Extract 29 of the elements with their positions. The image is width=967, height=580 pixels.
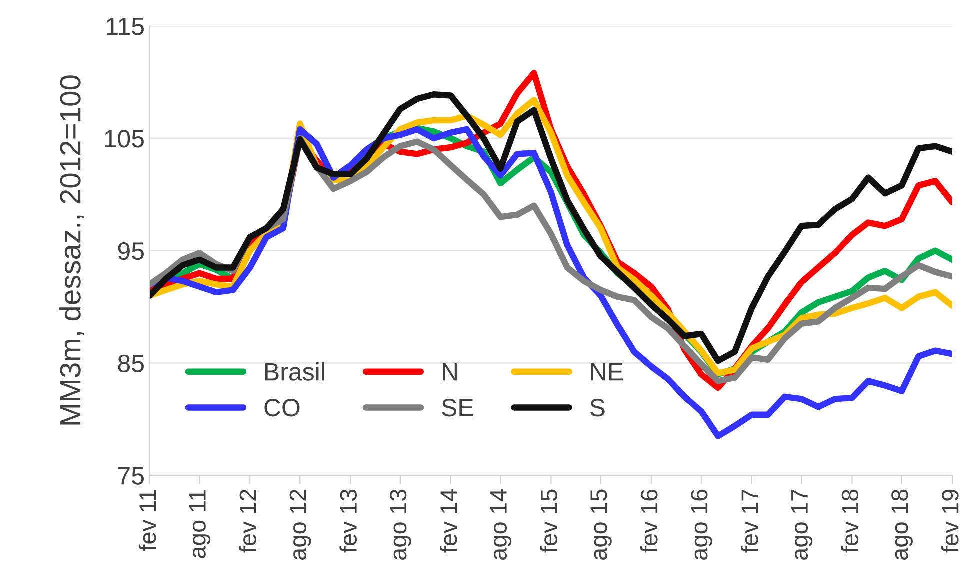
legend-label: S	[590, 398, 605, 417]
y-tick-label: 115	[107, 18, 144, 36]
y-axis-title: MM3m, dessaz., 2012=100	[59, 76, 84, 425]
x-tick-label: ago 17	[792, 490, 813, 560]
x-tick-label: fev 17	[741, 490, 758, 553]
x-tick-label: ago 12	[290, 490, 312, 560]
x-tick-label: ago 13	[390, 490, 412, 560]
legend-label: NE	[591, 363, 623, 381]
x-tick-label: ago 14	[490, 489, 512, 560]
x-tick-label: fev 19	[942, 490, 959, 553]
y-tick-label: 95	[118, 242, 144, 260]
y-tick-label: 105	[105, 130, 144, 148]
legend-label: Brasil	[265, 362, 324, 381]
x-tick-label: fev 18	[841, 490, 859, 553]
x-tick-label: ago 18	[892, 490, 913, 560]
y-tick-label: 75	[118, 467, 144, 485]
legend-label: CO	[264, 398, 300, 417]
x-tick-label: fev 14	[440, 489, 458, 553]
x-tick-label: fev 11	[138, 490, 156, 552]
x-tick-label: ago 15	[590, 490, 612, 560]
legend-label: SE	[442, 398, 474, 417]
x-tick-label: ago 11	[189, 490, 211, 558]
legend-label: N	[443, 363, 457, 381]
y-tick-label: 85	[118, 354, 144, 373]
x-tick-label: fev 16	[640, 490, 658, 553]
x-tick-label: ago 16	[691, 490, 712, 560]
x-tick-label: fev 13	[340, 490, 358, 553]
x-tick-label: fev 12	[239, 490, 256, 553]
x-tick-label: fev 15	[540, 490, 558, 553]
